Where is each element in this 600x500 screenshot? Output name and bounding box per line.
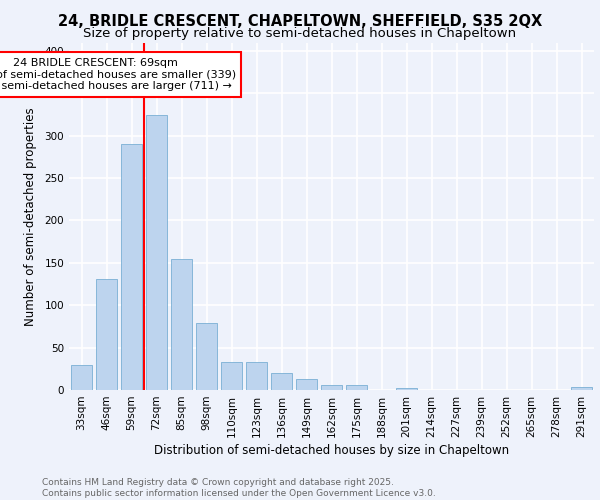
Bar (246, 362, 267, 390)
Bar (171, 258, 192, 390)
Bar (71, 364, 92, 390)
Bar (271, 373, 292, 390)
Bar (571, 388, 592, 390)
Bar (196, 323, 217, 390)
Bar (296, 379, 317, 390)
Text: 24 BRIDLE CRESCENT: 69sqm
← 32% of semi-detached houses are smaller (339)
67% of: 24 BRIDLE CRESCENT: 69sqm ← 32% of semi-… (0, 58, 236, 91)
Bar (321, 385, 342, 390)
Text: 24, BRIDLE CRESCENT, CHAPELTOWN, SHEFFIELD, S35 2QX: 24, BRIDLE CRESCENT, CHAPELTOWN, SHEFFIE… (58, 14, 542, 29)
Bar (96, 279, 117, 390)
Y-axis label: Number of semi-detached properties: Number of semi-detached properties (25, 107, 37, 326)
Bar (346, 385, 367, 390)
Bar (221, 362, 242, 390)
X-axis label: Distribution of semi-detached houses by size in Chapeltown: Distribution of semi-detached houses by … (154, 444, 509, 457)
Bar (396, 388, 417, 390)
Text: Size of property relative to semi-detached houses in Chapeltown: Size of property relative to semi-detach… (83, 28, 517, 40)
Bar (121, 144, 142, 390)
Bar (146, 114, 167, 390)
Text: Contains HM Land Registry data © Crown copyright and database right 2025.
Contai: Contains HM Land Registry data © Crown c… (42, 478, 436, 498)
